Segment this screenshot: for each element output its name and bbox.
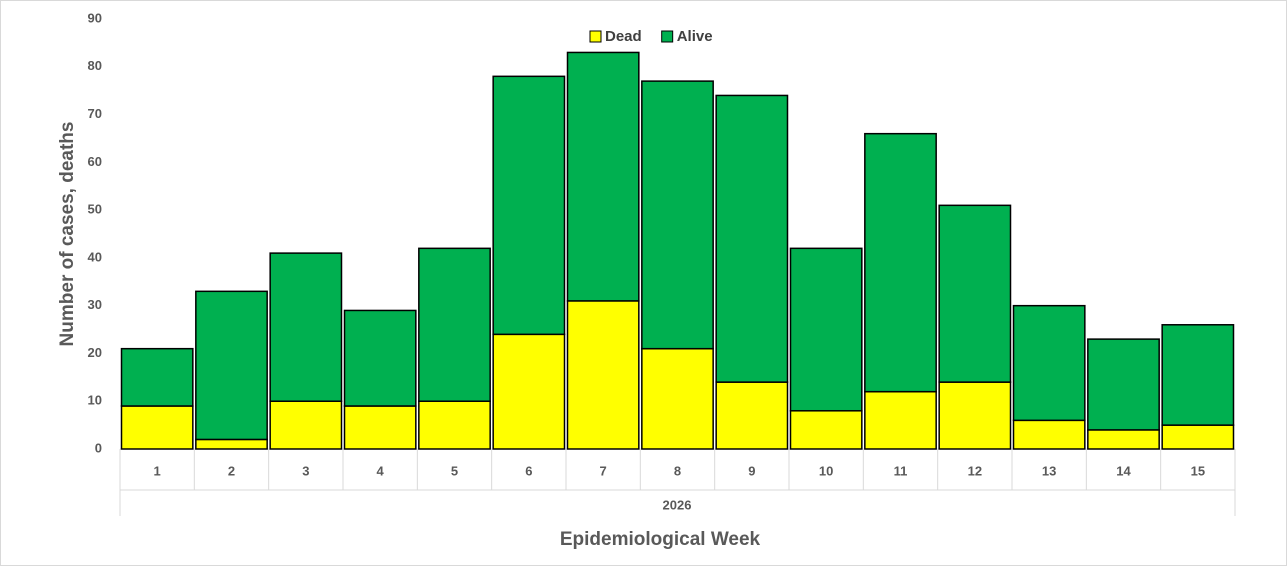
bar-segment xyxy=(938,381,1012,450)
bar-segment xyxy=(1161,324,1235,426)
x-tick-label: 15 xyxy=(1191,463,1205,478)
y-tick-label: 30 xyxy=(88,297,102,312)
bar-segment xyxy=(641,347,714,450)
x-tick-label: 4 xyxy=(377,463,385,478)
legend-label: Dead xyxy=(605,28,642,45)
bar-segment xyxy=(120,347,194,407)
bar-segment xyxy=(938,204,1012,383)
bar-segment xyxy=(343,309,417,407)
bar-segment xyxy=(120,405,194,450)
x-tick-label: 9 xyxy=(748,463,755,478)
x-tick-label: 10 xyxy=(819,463,833,478)
x-tick-label: 11 xyxy=(894,463,908,478)
bar-segment xyxy=(715,94,789,383)
bar-segment xyxy=(195,438,268,450)
bar-segment xyxy=(641,80,714,350)
y-axis-title: Number of cases, deaths xyxy=(57,122,78,347)
bar-segment xyxy=(1161,424,1235,450)
bar-segment xyxy=(1012,304,1086,422)
bar-segment xyxy=(566,51,640,302)
bar-segment xyxy=(1012,419,1086,450)
bar-segment xyxy=(715,381,789,450)
bar-segment xyxy=(1087,429,1160,450)
x-tick-label: 13 xyxy=(1042,463,1056,478)
y-tick-label: 70 xyxy=(88,106,102,121)
legend-label: Alive xyxy=(677,28,713,45)
bar-segment xyxy=(195,290,268,441)
bar-segment xyxy=(343,405,417,450)
x-axis-title: Epidemiological Week xyxy=(560,529,761,550)
bar-segment xyxy=(418,400,491,450)
bar-segment xyxy=(864,390,937,450)
bar-segment xyxy=(566,300,640,450)
y-tick-label: 0 xyxy=(95,440,102,455)
x-tick-label: 7 xyxy=(600,463,607,478)
x-tick-label: 5 xyxy=(451,463,458,478)
bar-segment xyxy=(269,400,343,450)
legend-swatch xyxy=(661,30,674,43)
x-tick-label: 12 xyxy=(968,463,982,478)
category-group-label: 2026 xyxy=(663,497,692,512)
bar-segment xyxy=(492,333,566,450)
bar-segment xyxy=(492,75,566,336)
bar-segment xyxy=(269,252,343,402)
x-tick-label: 2 xyxy=(228,463,235,478)
y-tick-label: 20 xyxy=(88,345,102,360)
y-tick-label: 60 xyxy=(88,154,102,169)
bar-segment xyxy=(418,247,491,402)
x-tick-label: 8 xyxy=(674,463,681,478)
y-tick-label: 80 xyxy=(88,58,102,73)
y-tick-label: 10 xyxy=(88,393,102,408)
y-tick-label: 90 xyxy=(88,10,102,25)
x-tick-label: 14 xyxy=(1116,463,1131,478)
bar-segment xyxy=(1087,338,1160,431)
bar-segment xyxy=(789,247,863,412)
y-tick-label: 50 xyxy=(88,202,102,217)
bar-segment xyxy=(789,410,863,450)
x-tick-label: 1 xyxy=(154,463,161,478)
bar-segment xyxy=(864,132,937,393)
legend-swatch xyxy=(589,30,602,43)
x-tick-label: 6 xyxy=(525,463,532,478)
x-tick-label: 3 xyxy=(302,463,309,478)
y-tick-label: 40 xyxy=(88,249,102,264)
